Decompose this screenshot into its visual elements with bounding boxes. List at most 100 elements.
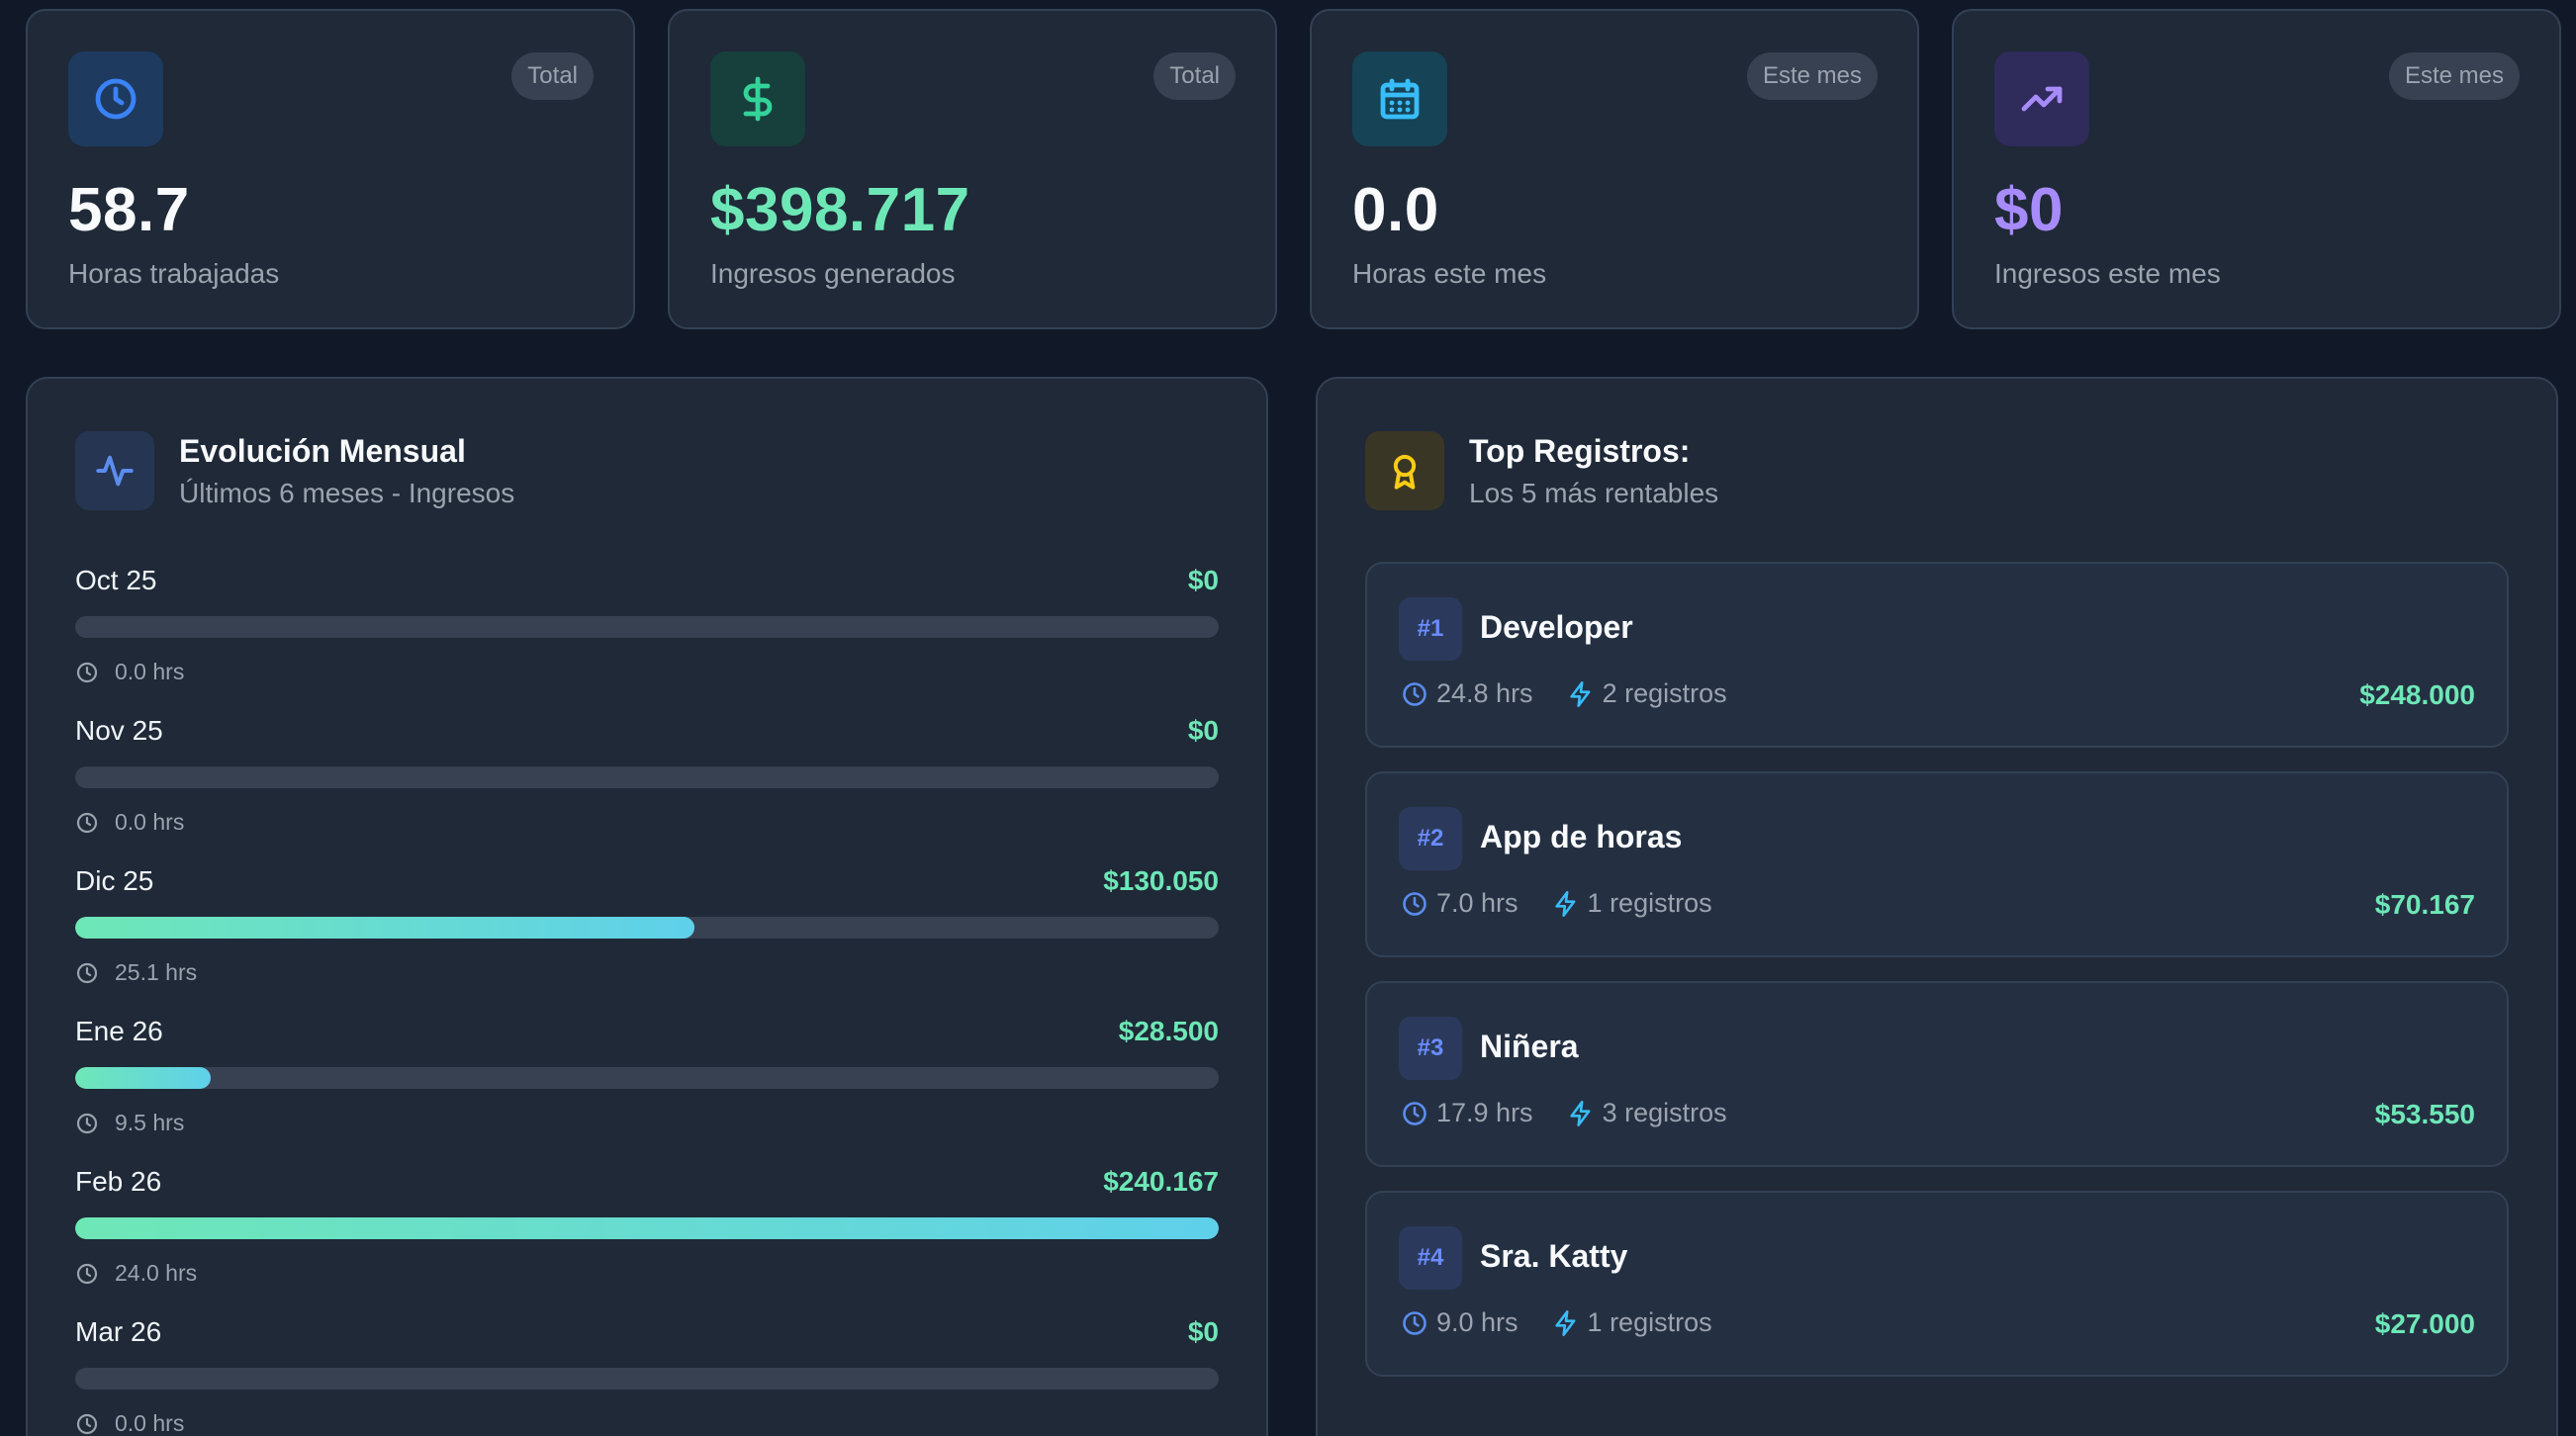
zap-icon (1569, 680, 1591, 707)
month-income: $240.167 (1103, 1166, 1219, 1197)
month-hours-text: 25.1 hrs (115, 959, 198, 985)
month-hours: 0.0 hrs (75, 659, 184, 685)
month-hours-text: 24.0 hrs (115, 1260, 198, 1286)
clock-icon (76, 1413, 98, 1434)
panel-title: Top Registros: (1469, 433, 1691, 469)
record-hours-text: 17.9 hrs (1436, 1098, 1533, 1127)
record-card[interactable]: #1 Developer 24.8 hrs 2 registros $248.000 (1365, 562, 2509, 748)
month-row: Nov 25 $0 0.0 hrs (75, 715, 1219, 865)
record-name: Sra. Katty (1480, 1238, 1628, 1274)
panel-title: Evolución Mensual (179, 433, 466, 469)
stat-value: 58.7 (68, 176, 190, 244)
clock-icon (76, 962, 98, 983)
record-amount: $53.550 (2374, 1099, 2475, 1129)
stat-badge: Este mes (2388, 52, 2520, 100)
stat-label: Ingresos generados (710, 258, 956, 289)
record-hours: 17.9 hrs (1401, 1098, 1533, 1128)
stat-label: Ingresos este mes (1994, 258, 2221, 289)
income-bar-fill (75, 1067, 212, 1089)
clock-icon (1403, 1101, 1426, 1125)
record-meta: 9.0 hrs 1 registros (1401, 1307, 1746, 1338)
rank-badge: #4 (1399, 1226, 1462, 1290)
record-name: Niñera (1480, 1029, 1579, 1064)
income-bar-fill (75, 917, 694, 939)
month-hours: 0.0 hrs (75, 1410, 184, 1436)
clock-icon (95, 78, 137, 120)
month-hours: 0.0 hrs (75, 809, 184, 836)
record-entries: 2 registros (1567, 678, 1727, 709)
record-card[interactable]: #2 App de horas 7.0 hrs 1 registros $70.167 (1365, 771, 2509, 957)
month-hours: 24.0 hrs (75, 1260, 197, 1287)
month-hours: 9.5 hrs (75, 1110, 184, 1136)
month-income: $28.500 (1118, 1016, 1219, 1046)
stats-row: Total 58.7 Horas trabajadas Total $398.7… (26, 9, 2561, 329)
month-label: Ene 26 (75, 1016, 163, 1046)
month-hours-text: 0.0 hrs (115, 659, 185, 684)
dollar-icon (743, 76, 773, 122)
month-income: $130.050 (1103, 865, 1219, 896)
month-income: $0 (1187, 565, 1219, 595)
record-entries-text: 3 registros (1602, 1098, 1727, 1127)
monthly-evolution-panel: Evolución Mensual Últimos 6 meses - Ingr… (26, 377, 1268, 1436)
records-list: #1 Developer 24.8 hrs 2 registros $248.000 #2… (1365, 562, 2509, 1400)
record-name: App de horas (1480, 819, 1683, 854)
record-hours: 7.0 hrs (1401, 888, 1518, 919)
stat-icon-wrap (1352, 51, 1447, 146)
stat-value: $398.717 (710, 176, 970, 244)
record-hours-text: 24.8 hrs (1436, 678, 1533, 708)
month-label: Mar 26 (75, 1316, 162, 1347)
record-entries: 1 registros (1552, 1307, 1712, 1338)
monthly-list: Oct 25 $0 0.0 hrs Nov 25 $0 0.0 hrs Dic 25 $130… (75, 565, 1219, 1436)
panel-subtitle: Los 5 más rentables (1469, 478, 1719, 508)
record-card[interactable]: #4 Sra. Katty 9.0 hrs 1 registros $27.000 (1365, 1191, 2509, 1377)
stat-value: $0 (1994, 176, 2064, 244)
stat-icon-wrap (710, 51, 805, 146)
clock-icon (76, 662, 98, 682)
month-row: Oct 25 $0 0.0 hrs (75, 565, 1219, 715)
stat-card-total-income: Total $398.717 Ingresos generados (668, 9, 1277, 329)
income-bar-track (75, 766, 1219, 788)
month-row: Feb 26 $240.167 24.0 hrs (75, 1166, 1219, 1316)
month-income: $0 (1187, 715, 1219, 746)
stat-card-total-hours: Total 58.7 Horas trabajadas (26, 9, 635, 329)
month-hours: 25.1 hrs (75, 959, 197, 986)
rank-badge: #2 (1399, 807, 1462, 870)
record-card[interactable]: #3 Niñera 17.9 hrs 3 registros $53.550 (1365, 981, 2509, 1167)
clock-icon (76, 812, 98, 833)
clock-icon (76, 1113, 98, 1133)
stat-label: Horas trabajadas (68, 258, 280, 289)
income-bar-track (75, 1067, 1219, 1089)
record-hours: 24.8 hrs (1401, 678, 1533, 709)
activity-icon (96, 455, 134, 487)
income-bar-track (75, 917, 1219, 939)
trending-up-icon (2021, 86, 2063, 112)
record-hours: 9.0 hrs (1401, 1307, 1518, 1338)
stat-badge: Total (511, 52, 594, 100)
stat-icon-wrap (1994, 51, 2089, 146)
month-hours-text: 0.0 hrs (115, 1410, 185, 1436)
panel-icon-wrap (1365, 431, 1444, 510)
record-hours-text: 9.0 hrs (1436, 1307, 1518, 1337)
record-hours-text: 7.0 hrs (1436, 888, 1518, 918)
income-bar-track (75, 1217, 1219, 1239)
zap-icon (1554, 1309, 1575, 1336)
month-hours-text: 9.5 hrs (115, 1110, 185, 1135)
month-row: Dic 25 $130.050 25.1 hrs (75, 865, 1219, 1016)
record-entries-text: 1 registros (1587, 888, 1712, 918)
record-amount: $248.000 (2359, 679, 2475, 710)
record-meta: 17.9 hrs 3 registros (1401, 1098, 1761, 1128)
stat-card-month-hours: Este mes 0.0 Horas este mes (1310, 9, 1919, 329)
stat-card-month-income: Este mes $0 Ingresos este mes (1952, 9, 2561, 329)
month-label: Nov 25 (75, 715, 163, 746)
rank-badge: #3 (1399, 1017, 1462, 1080)
panel-subtitle: Últimos 6 meses - Ingresos (179, 478, 515, 508)
month-label: Dic 25 (75, 865, 154, 896)
month-label: Feb 26 (75, 1166, 162, 1197)
record-amount: $70.167 (2374, 889, 2475, 920)
record-name: Developer (1480, 609, 1633, 645)
stat-badge: Este mes (1746, 52, 1878, 100)
month-income: $0 (1187, 1316, 1219, 1347)
rank-badge: #1 (1399, 597, 1462, 661)
income-bar-track (75, 616, 1219, 638)
record-entries-text: 1 registros (1587, 1307, 1712, 1337)
